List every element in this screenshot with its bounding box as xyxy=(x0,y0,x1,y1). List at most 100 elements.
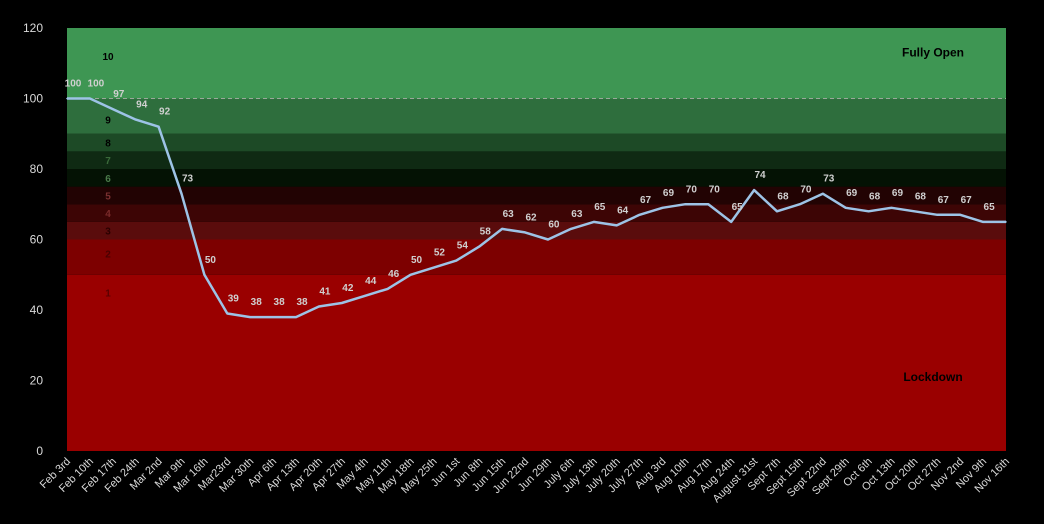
data-point xyxy=(180,192,183,195)
data-label: 38 xyxy=(274,297,286,308)
data-label: 97 xyxy=(113,89,125,100)
data-label: 68 xyxy=(915,191,927,202)
data-point xyxy=(226,312,229,315)
data-point xyxy=(730,221,732,223)
band-5 xyxy=(67,186,1006,205)
data-point xyxy=(363,295,366,297)
y-tick-label: 100 xyxy=(23,92,43,106)
band-3 xyxy=(67,221,1006,240)
data-point xyxy=(432,266,435,269)
data-point xyxy=(982,221,984,223)
data-label: 67 xyxy=(938,195,950,206)
data-point xyxy=(570,228,572,230)
data-label: 100 xyxy=(88,79,105,90)
data-label: 60 xyxy=(548,220,560,231)
data-label: 73 xyxy=(823,174,835,185)
data-point xyxy=(272,316,274,318)
band-label-1: 1 xyxy=(105,288,111,299)
y-tick-label: 40 xyxy=(30,303,44,317)
series-line xyxy=(66,97,1007,319)
y-tick-label: 80 xyxy=(30,162,44,176)
data-point xyxy=(913,210,916,213)
band-6 xyxy=(67,169,1006,187)
data-label: 44 xyxy=(365,276,377,287)
data-label: 46 xyxy=(388,269,400,280)
data-point xyxy=(867,210,870,213)
data-label: 39 xyxy=(228,294,240,305)
band-label-3: 3 xyxy=(105,227,111,238)
data-point xyxy=(134,118,137,121)
data-label: 70 xyxy=(709,184,721,195)
data-point xyxy=(1005,221,1007,223)
data-point xyxy=(890,206,893,209)
data-label: 69 xyxy=(846,188,858,199)
fully-open-label: Fully Open xyxy=(902,46,964,60)
band-1 xyxy=(67,274,1006,451)
data-label: 50 xyxy=(411,255,423,266)
data-point xyxy=(112,108,114,110)
data-label: 100 xyxy=(65,79,82,90)
data-point xyxy=(478,245,481,248)
data-label: 69 xyxy=(892,188,904,199)
band-8 xyxy=(67,133,1006,152)
band-7 xyxy=(67,151,1006,169)
y-axis: 0 20 40 60 80 100 120 xyxy=(23,21,43,458)
band-10 xyxy=(67,28,1006,99)
data-label: 65 xyxy=(984,202,996,213)
data-point xyxy=(638,214,641,216)
data-label: 58 xyxy=(480,227,492,238)
data-point xyxy=(799,203,801,206)
data-label: 41 xyxy=(319,286,331,297)
data-label: 42 xyxy=(342,283,354,294)
data-label: 70 xyxy=(686,184,698,195)
band-2 xyxy=(67,239,1006,275)
data-label: 50 xyxy=(205,255,217,266)
lockdown-label: Lockdown xyxy=(903,370,962,384)
data-point xyxy=(501,228,503,230)
data-point xyxy=(66,97,68,100)
data-point xyxy=(455,259,458,262)
data-point xyxy=(89,97,91,100)
band-label-4: 4 xyxy=(105,209,111,220)
band-label-10: 10 xyxy=(102,52,114,63)
data-point xyxy=(341,302,343,304)
data-label: 68 xyxy=(777,191,789,202)
data-label: 65 xyxy=(594,202,606,213)
data-label: 69 xyxy=(663,188,675,199)
data-point xyxy=(661,206,664,209)
data-label: 73 xyxy=(182,174,194,185)
band-label-5: 5 xyxy=(105,191,111,202)
band-label-7: 7 xyxy=(105,156,111,167)
y-tick-label: 120 xyxy=(23,21,43,35)
data-point xyxy=(776,210,778,213)
data-point xyxy=(203,273,206,276)
data-label: 62 xyxy=(525,212,537,223)
data-label: 52 xyxy=(434,248,446,259)
data-label: 67 xyxy=(640,195,652,206)
data-label: 63 xyxy=(503,209,515,220)
data-point xyxy=(318,305,320,308)
data-label: 54 xyxy=(457,241,469,252)
data-point xyxy=(386,288,389,290)
data-label: 74 xyxy=(755,170,767,181)
data-point xyxy=(249,316,252,318)
data-point xyxy=(684,203,687,206)
data-point xyxy=(592,221,595,223)
band-label-6: 6 xyxy=(105,174,111,185)
data-point xyxy=(157,125,160,128)
data-label: 64 xyxy=(617,205,629,216)
y-tick-label: 60 xyxy=(30,233,44,247)
data-point xyxy=(959,214,961,216)
data-label: 38 xyxy=(251,297,263,308)
band-label-9: 9 xyxy=(105,116,111,127)
data-label: 70 xyxy=(800,184,812,195)
data-label: 38 xyxy=(296,297,308,308)
band-4 xyxy=(67,204,1006,222)
data-point xyxy=(409,273,412,276)
data-point xyxy=(844,206,847,209)
data-label: 68 xyxy=(869,191,881,202)
data-point xyxy=(295,316,297,318)
band-label-8: 8 xyxy=(105,139,111,150)
